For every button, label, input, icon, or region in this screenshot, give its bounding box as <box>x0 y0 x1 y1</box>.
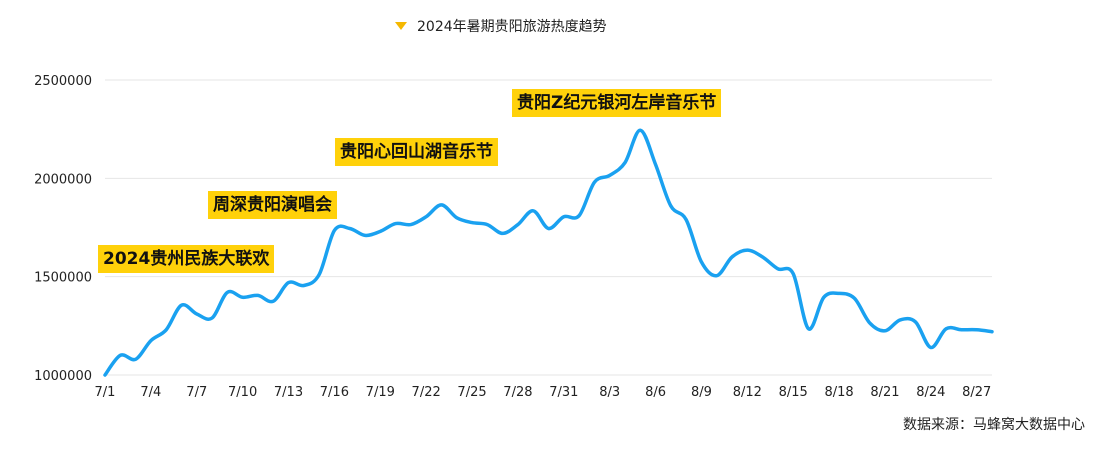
x-tick-label: 7/31 <box>549 385 578 400</box>
x-tick-label: 8/24 <box>916 385 945 400</box>
y-tick-label: 1500000 <box>34 271 92 286</box>
x-tick-label: 8/3 <box>599 385 620 400</box>
x-tick-label: 8/18 <box>824 385 853 400</box>
x-tick-label: 8/15 <box>779 385 808 400</box>
chart-title: 2024年暑期贵阳旅游热度趋势 <box>417 19 607 35</box>
x-tick-label: 7/1 <box>95 385 116 400</box>
x-tick-label: 8/27 <box>962 385 991 400</box>
annotation-label: 周深贵阳演唱会 <box>208 191 337 219</box>
x-tick-label: 7/16 <box>320 385 349 400</box>
y-tick-label: 2500000 <box>34 74 92 89</box>
legend-marker-icon <box>395 22 407 30</box>
x-tick-label: 8/9 <box>691 385 712 400</box>
annotation-label: 2024贵州民族大联欢 <box>98 245 275 273</box>
x-tick-label: 7/19 <box>366 385 395 400</box>
y-tick-label: 1000000 <box>34 369 92 384</box>
annotation-label: 贵阳心回山湖音乐节 <box>335 138 498 166</box>
chart-legend: 2024年暑期贵阳旅游热度趋势 <box>395 14 607 38</box>
x-tick-label: 7/22 <box>412 385 441 400</box>
x-tick-label: 7/28 <box>503 385 532 400</box>
x-tick-label: 7/13 <box>274 385 303 400</box>
x-tick-label: 7/4 <box>140 385 161 400</box>
x-tick-label: 7/7 <box>186 385 207 400</box>
annotation-label: 贵阳Z纪元银河左岸音乐节 <box>512 89 722 117</box>
y-tick-label: 2000000 <box>34 172 92 187</box>
x-tick-label: 8/6 <box>645 385 666 400</box>
x-tick-label: 8/12 <box>733 385 762 400</box>
series-line <box>103 128 994 377</box>
data-source-note: 数据来源：马蜂窝大数据中心 <box>903 417 1085 433</box>
x-tick-label: 8/21 <box>870 385 899 400</box>
x-tick-label: 7/25 <box>457 385 486 400</box>
x-tick-label: 7/10 <box>228 385 257 400</box>
